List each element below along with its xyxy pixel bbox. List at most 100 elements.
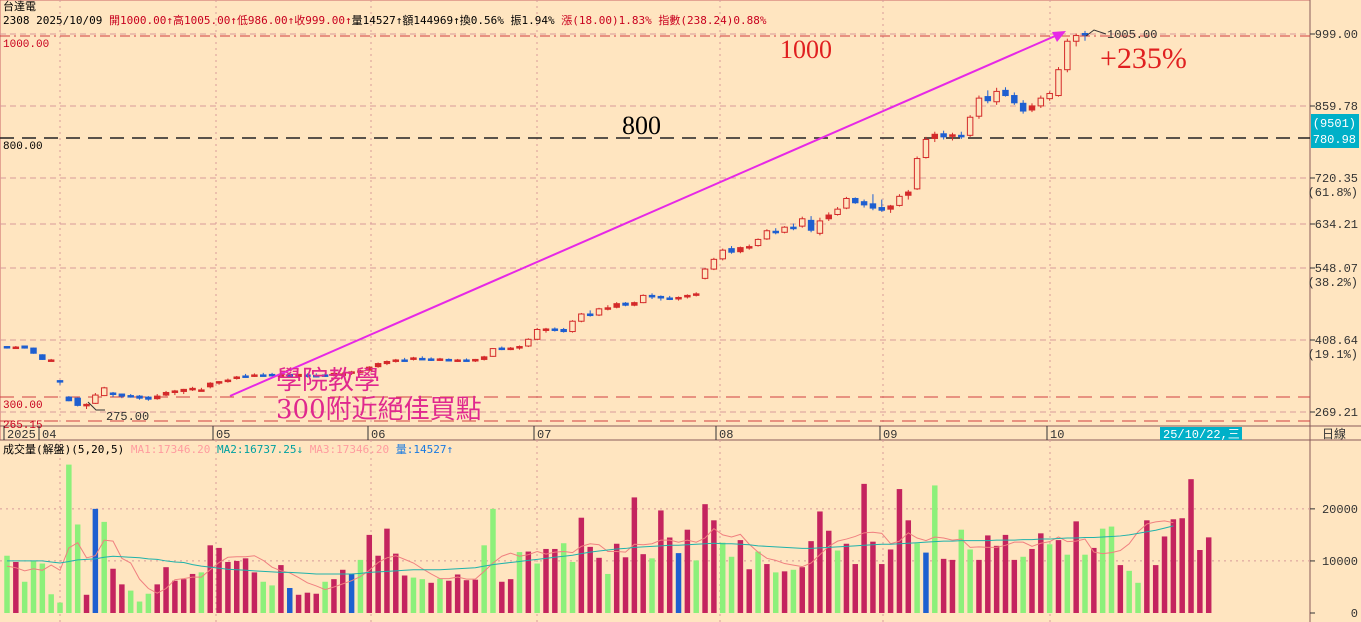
index-value: 指數(238.24)0.88%	[658, 14, 767, 27]
ma3-value: MA3:17346.20	[309, 443, 390, 456]
candle-body	[180, 388, 187, 392]
volume-bar	[1082, 554, 1088, 613]
candle-body	[1019, 102, 1027, 112]
volume-bar	[808, 541, 814, 613]
volume-bar	[21, 581, 28, 613]
volume-title: 成交量(解盤)(5,20,5)	[3, 443, 125, 456]
code-date: 2308 2025/10/09	[3, 14, 103, 27]
volume-bar	[826, 530, 832, 613]
candle-body	[816, 220, 824, 234]
close-price: 收999.00↑	[294, 14, 352, 27]
volume-bar	[870, 541, 876, 613]
volume-bar	[1126, 570, 1132, 613]
volume-bar	[905, 520, 912, 613]
candle-body	[525, 338, 532, 347]
volume-bar	[932, 485, 938, 613]
volume-bar	[1205, 537, 1212, 613]
volume-bar	[437, 578, 443, 613]
volume-bar	[1135, 582, 1141, 613]
candle-body	[3, 346, 11, 349]
candle-body	[878, 207, 886, 211]
candle-body	[701, 268, 709, 279]
candle-body	[984, 96, 992, 102]
volume-bar	[817, 511, 823, 613]
candle-body	[392, 359, 400, 362]
volume-bar	[4, 555, 10, 613]
candle-body	[304, 374, 311, 377]
candle-body	[772, 230, 779, 234]
volume-bar	[1011, 559, 1018, 613]
volume-bar	[560, 543, 567, 613]
volume-bar	[66, 464, 72, 613]
date-tick-label: 04	[42, 428, 56, 442]
left-label-800: 800.00	[3, 141, 43, 153]
candle-body	[1046, 92, 1053, 100]
volume-bar	[92, 508, 99, 613]
candle-body	[1028, 105, 1036, 111]
volume-bar	[251, 572, 258, 613]
candle-body	[613, 303, 620, 308]
vol-value: 量:14527↑	[395, 443, 454, 456]
volume-bar	[357, 559, 364, 613]
volume-bar	[879, 564, 885, 613]
volume-bar	[216, 547, 222, 613]
candle-body	[21, 345, 28, 349]
candle-body	[118, 393, 126, 397]
candle-body	[224, 379, 232, 383]
candle-body	[215, 381, 223, 384]
candle-body	[516, 346, 523, 349]
volume-bar	[772, 572, 779, 613]
candle-body	[198, 389, 205, 392]
amplitude-value: 振1.94%	[510, 14, 555, 27]
volume-bar	[490, 508, 496, 613]
candle-body	[480, 356, 488, 360]
price-tick-label: 859.78	[1315, 100, 1358, 114]
candle-body	[56, 380, 64, 383]
date-cursor-label: 25/10/22,三	[1163, 428, 1240, 442]
volume-bar	[295, 594, 302, 613]
candle-body	[1072, 35, 1080, 42]
volume-bar	[516, 552, 523, 613]
candle-body	[595, 308, 603, 316]
trend-arrow-head	[1052, 31, 1066, 42]
trend-arrow-line	[229, 32, 1063, 397]
volume-bar	[605, 573, 611, 613]
candle-body	[728, 248, 735, 253]
candle-body	[807, 219, 815, 231]
candle-body	[860, 201, 868, 206]
candle-body	[639, 294, 647, 304]
candle-body	[869, 203, 877, 209]
candle-body	[74, 397, 81, 406]
volume-bar	[834, 550, 841, 613]
candle-body	[65, 396, 73, 402]
volume-bar	[896, 489, 903, 613]
volume-bar	[711, 520, 717, 613]
candle-body	[631, 302, 638, 306]
volume-bar	[923, 552, 929, 613]
fib-level-label: (19.1%)	[1308, 348, 1358, 362]
annotation-1000: 1000	[780, 35, 832, 64]
volume-bar	[569, 561, 576, 613]
volume-bar	[702, 504, 708, 613]
volume-bar	[790, 569, 797, 613]
volume-bar	[233, 560, 240, 613]
candle-body	[560, 328, 567, 333]
candle-body	[781, 226, 788, 233]
candle-body	[39, 354, 46, 360]
volume-bar	[675, 553, 682, 613]
candle-body	[975, 97, 983, 117]
volume-value: 量14527↑	[351, 14, 403, 27]
volume-bar	[1091, 547, 1097, 613]
candle-body	[922, 138, 930, 159]
candle-body	[109, 392, 117, 396]
candle-body	[489, 348, 497, 357]
candle-body	[1011, 95, 1018, 104]
candle-body	[799, 218, 806, 227]
annotation-800: 800	[622, 111, 661, 140]
cursor-box-top: (9501)	[1313, 117, 1356, 131]
candle-body	[745, 246, 753, 249]
volume-bar	[1144, 520, 1150, 613]
volume-bar	[852, 564, 859, 613]
volume-bar	[410, 577, 417, 613]
